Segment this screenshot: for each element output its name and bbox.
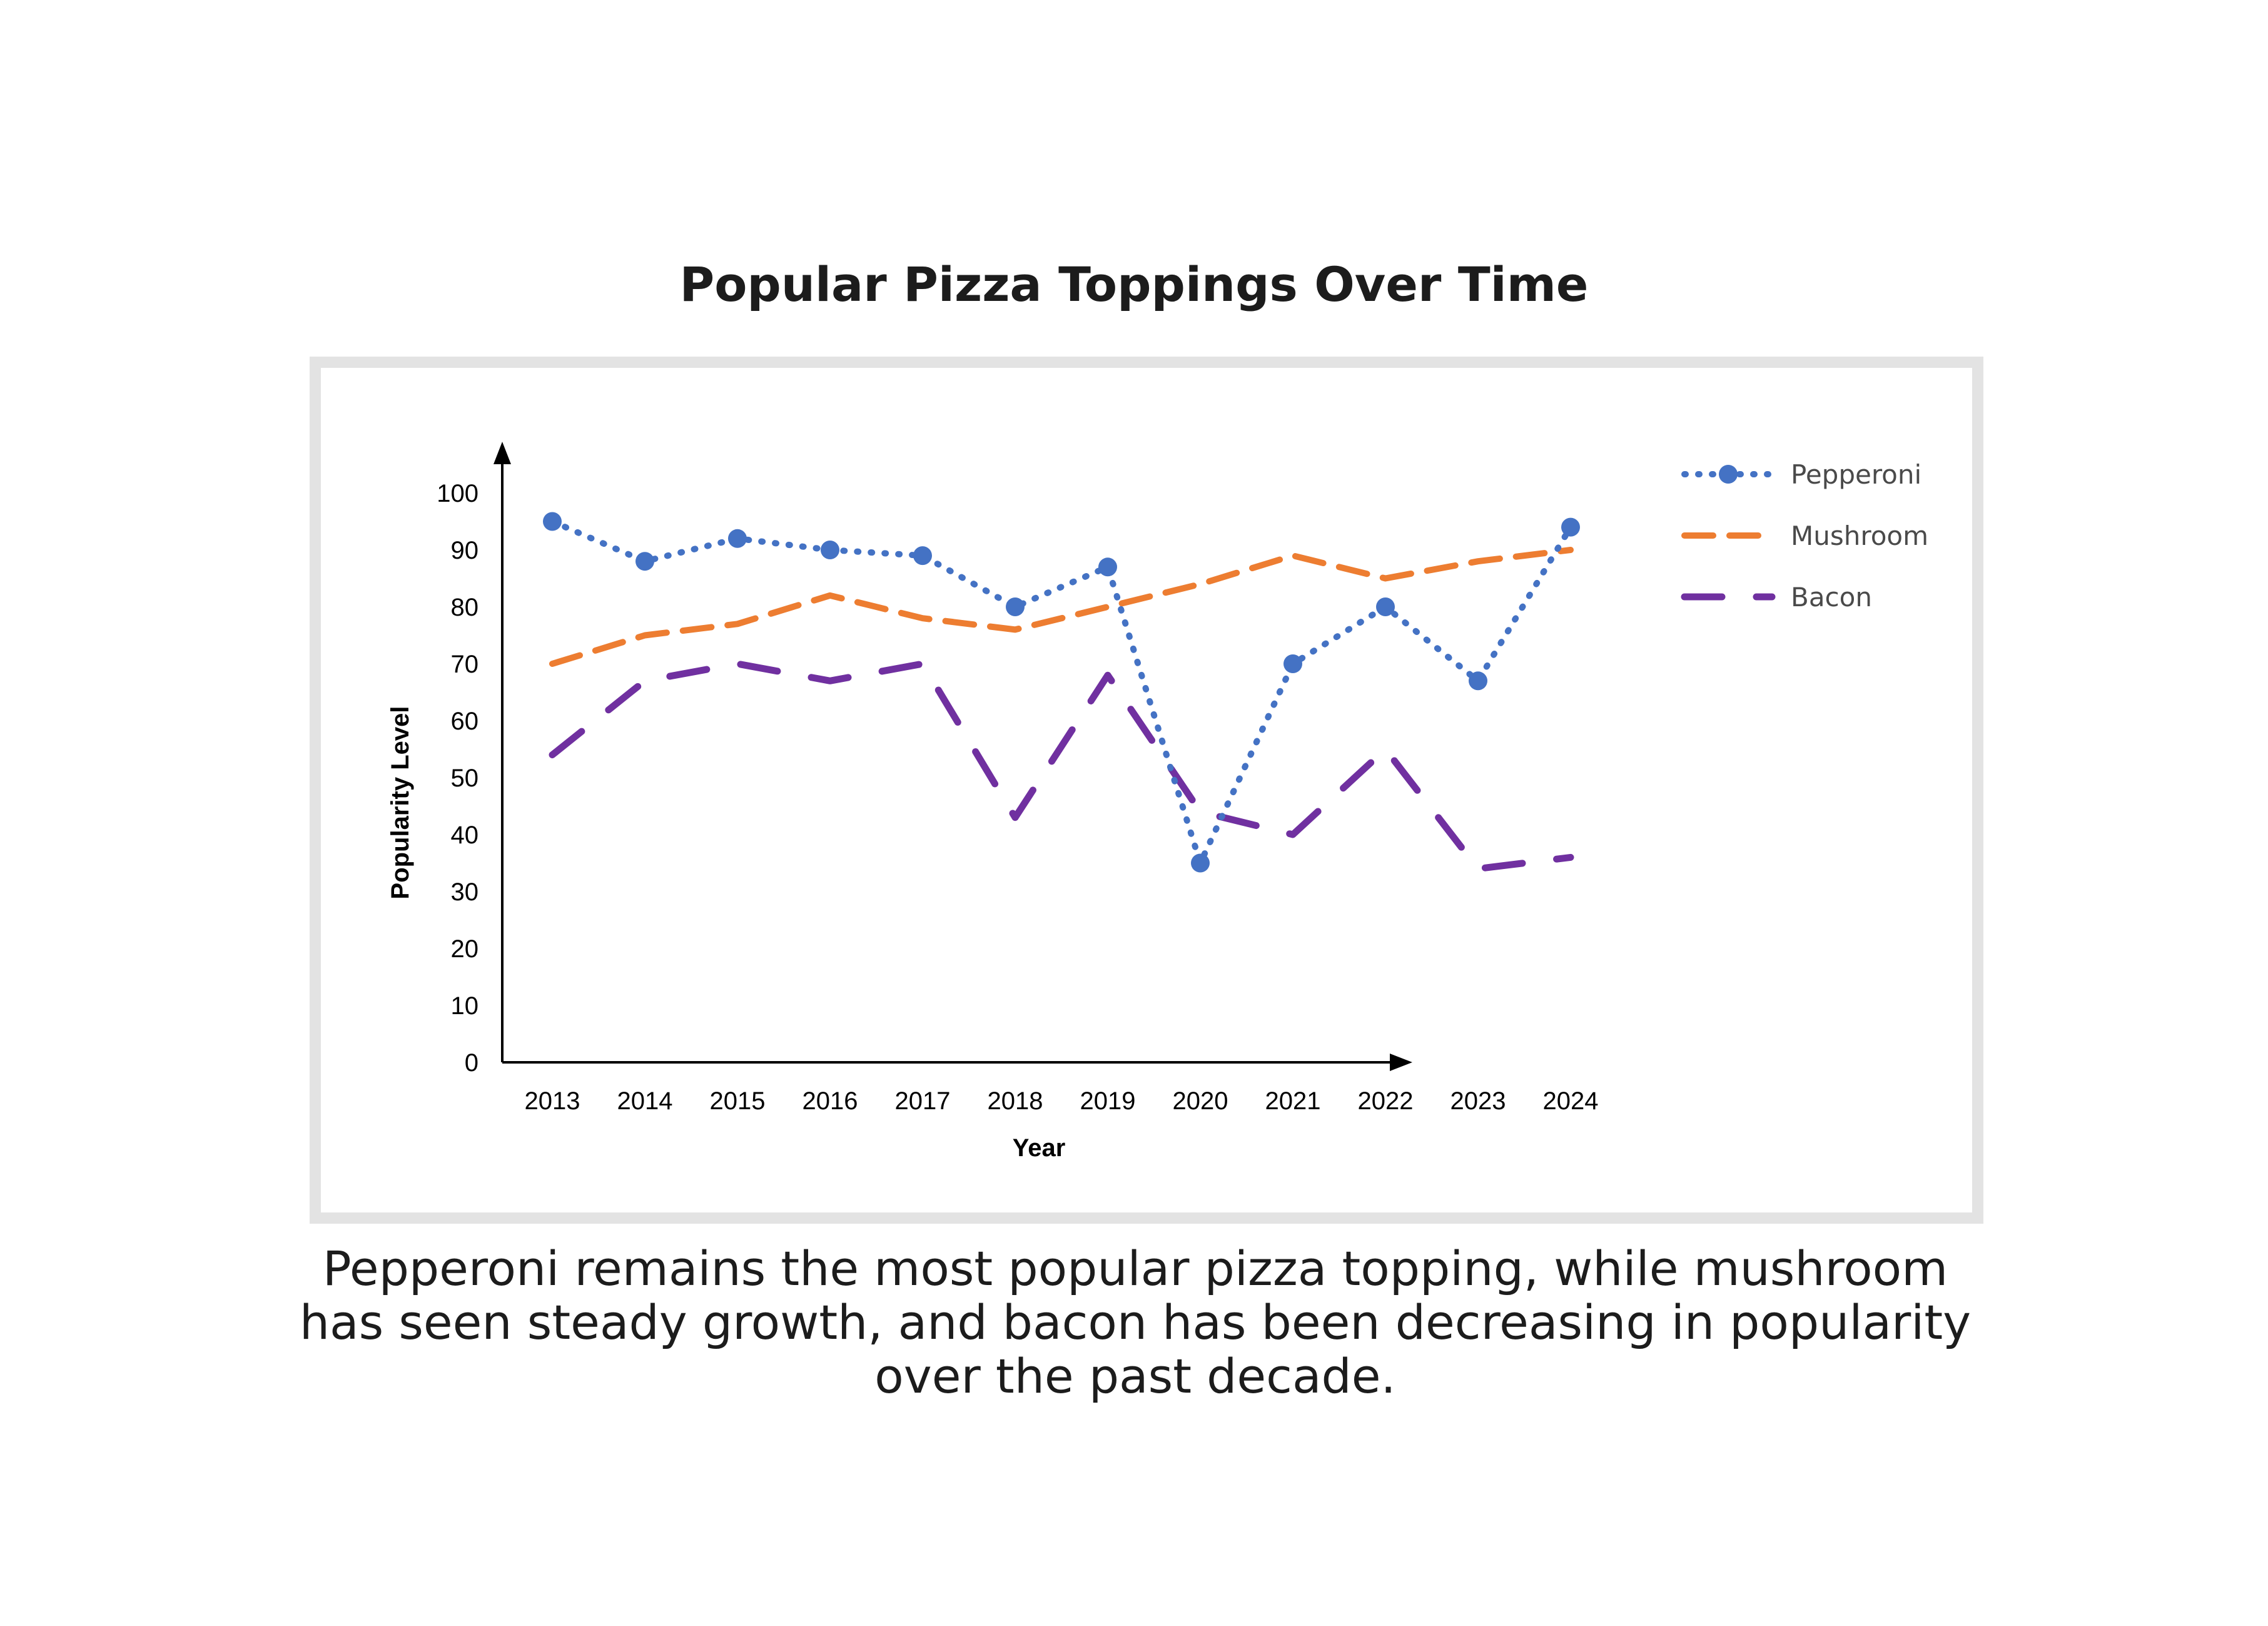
- pepperoni-data-point: [1191, 853, 1210, 873]
- x-tick-label: 2017: [895, 1087, 951, 1115]
- x-tick-label: 2013: [525, 1087, 580, 1115]
- pepperoni-series-line: [549, 518, 1574, 866]
- x-tick-label: 2016: [802, 1087, 858, 1115]
- pepperoni-data-point: [543, 512, 562, 531]
- y-axis-title: Popularity Level: [387, 706, 414, 900]
- x-tick-label: 2018: [988, 1087, 1043, 1115]
- x-tick-label: 2022: [1358, 1087, 1414, 1115]
- legend-mushroom-label: Mushroom: [1791, 521, 1928, 551]
- x-tick-label: 2024: [1543, 1087, 1599, 1115]
- x-tick-label: 2014: [617, 1087, 673, 1115]
- pepperoni-data-point: [1283, 654, 1302, 673]
- pepperoni-data-point: [1469, 671, 1487, 691]
- pepperoni-data-point: [635, 552, 654, 571]
- chart-caption: Pepperoni remains the most popular pizza…: [299, 1241, 1972, 1404]
- x-tick-label: 2020: [1173, 1087, 1228, 1115]
- pepperoni-data-point: [1006, 597, 1025, 616]
- legend-bacon-label: Bacon: [1791, 582, 1872, 612]
- axes: 0 10 20 30 40 50 60 70 80 90 100 2013 2014 2015 2016 20…: [387, 442, 1598, 1162]
- chart-title: Popular Pizza Toppings Over Time: [679, 257, 1589, 312]
- legend-pepperoni-label: Pepperoni: [1791, 459, 1921, 490]
- x-tick-label: 2019: [1080, 1087, 1136, 1115]
- y-tick-label: 70: [451, 651, 479, 678]
- y-tick-label: 40: [451, 821, 479, 849]
- x-tick-label: 2023: [1450, 1087, 1506, 1115]
- y-tick-label: 0: [465, 1049, 478, 1077]
- x-tick-label: 2015: [710, 1087, 766, 1115]
- y-tick-label: 50: [451, 765, 479, 792]
- y-axis-arrow-icon: [494, 442, 511, 464]
- line-chart: 0 10 20 30 40 50 60 70 80 90 100 2013 2014 2015 2016 20…: [387, 442, 1928, 1162]
- y-tick-label: 20: [451, 935, 479, 963]
- pepperoni-data-point: [1098, 557, 1117, 577]
- y-tick-label: 60: [451, 708, 479, 735]
- pepperoni-data-point: [913, 546, 932, 566]
- pepperoni-data-point: [1561, 517, 1580, 537]
- chart-frame: 0 10 20 30 40 50 60 70 80 90 100 2013 2014 2015 2016 20…: [310, 357, 1983, 1224]
- y-tick-label: 100: [437, 480, 478, 507]
- bacon-series-line: [549, 660, 1574, 873]
- y-tick-label: 90: [451, 537, 479, 564]
- pepperoni-data-point: [821, 541, 839, 559]
- y-tick-label: 80: [451, 594, 479, 621]
- mushroom-series-line: [549, 547, 1574, 667]
- pepperoni-data-point: [1376, 597, 1395, 616]
- y-tick-label: 30: [451, 878, 479, 906]
- x-axis-title: Year: [1013, 1134, 1066, 1162]
- legend: Pepperoni Mushroom Bacon: [1681, 459, 1928, 612]
- pepperoni-data-point: [728, 529, 747, 548]
- series-lines: [543, 512, 1580, 873]
- x-tick-label: 2021: [1265, 1087, 1321, 1115]
- legend-pepperoni-marker: [1719, 465, 1738, 484]
- x-axis-arrow-icon: [1390, 1054, 1412, 1071]
- y-tick-label: 10: [451, 992, 479, 1020]
